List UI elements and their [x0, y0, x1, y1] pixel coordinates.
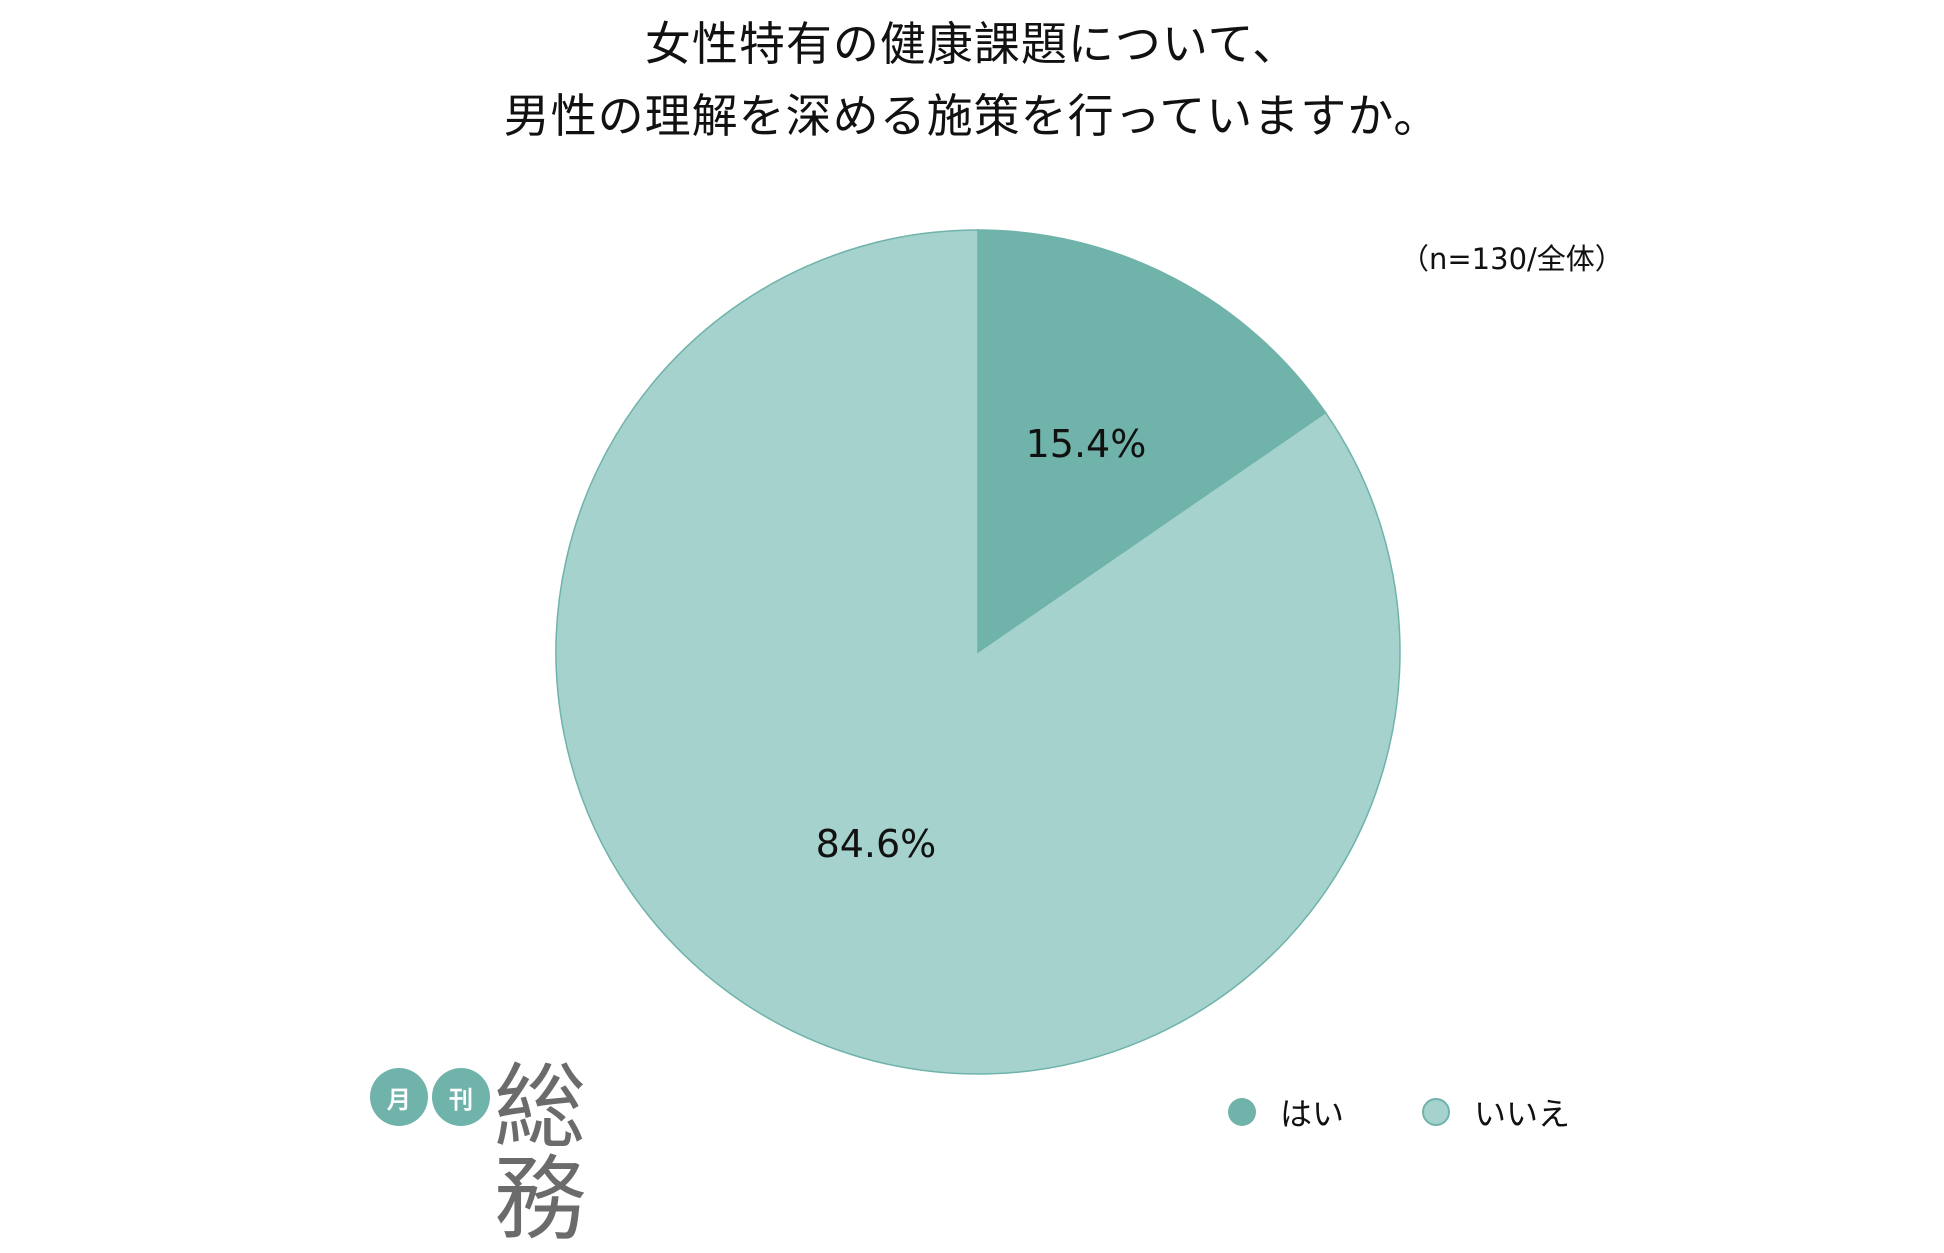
chart-title-line-2: 男性の理解を深める施策を行っていますか。 — [503, 89, 1441, 143]
legend-item-no: いいえ — [1422, 1092, 1571, 1133]
logo-circle-kan: 刊 — [432, 1068, 490, 1126]
pie-slice-no — [555, 229, 1401, 1075]
logo-wordmark: 総務 — [494, 1054, 589, 1253]
legend-label-no: いいえ — [1474, 1095, 1571, 1133]
legend-swatch-no — [1422, 1098, 1450, 1126]
sample-size-note: （n=130/全体） — [1400, 242, 1624, 276]
pie-label-no: 84.6% — [816, 822, 937, 866]
legend-swatch-yes — [1228, 1098, 1256, 1126]
legend-item-yes: はい — [1228, 1092, 1345, 1133]
pie-label-yes: 15.4% — [1026, 422, 1147, 466]
publisher-logo: 月 刊 総務 — [370, 1062, 660, 1246]
pie-slice-yes — [977, 229, 1327, 654]
logo-circle-tsuki: 月 — [370, 1068, 428, 1126]
legend-label-yes: はい — [1280, 1095, 1345, 1133]
pie-chart: 15.4% 84.6% — [555, 229, 1401, 1075]
chart-title-line-1: 女性特有の健康課題について、 — [644, 17, 1300, 71]
